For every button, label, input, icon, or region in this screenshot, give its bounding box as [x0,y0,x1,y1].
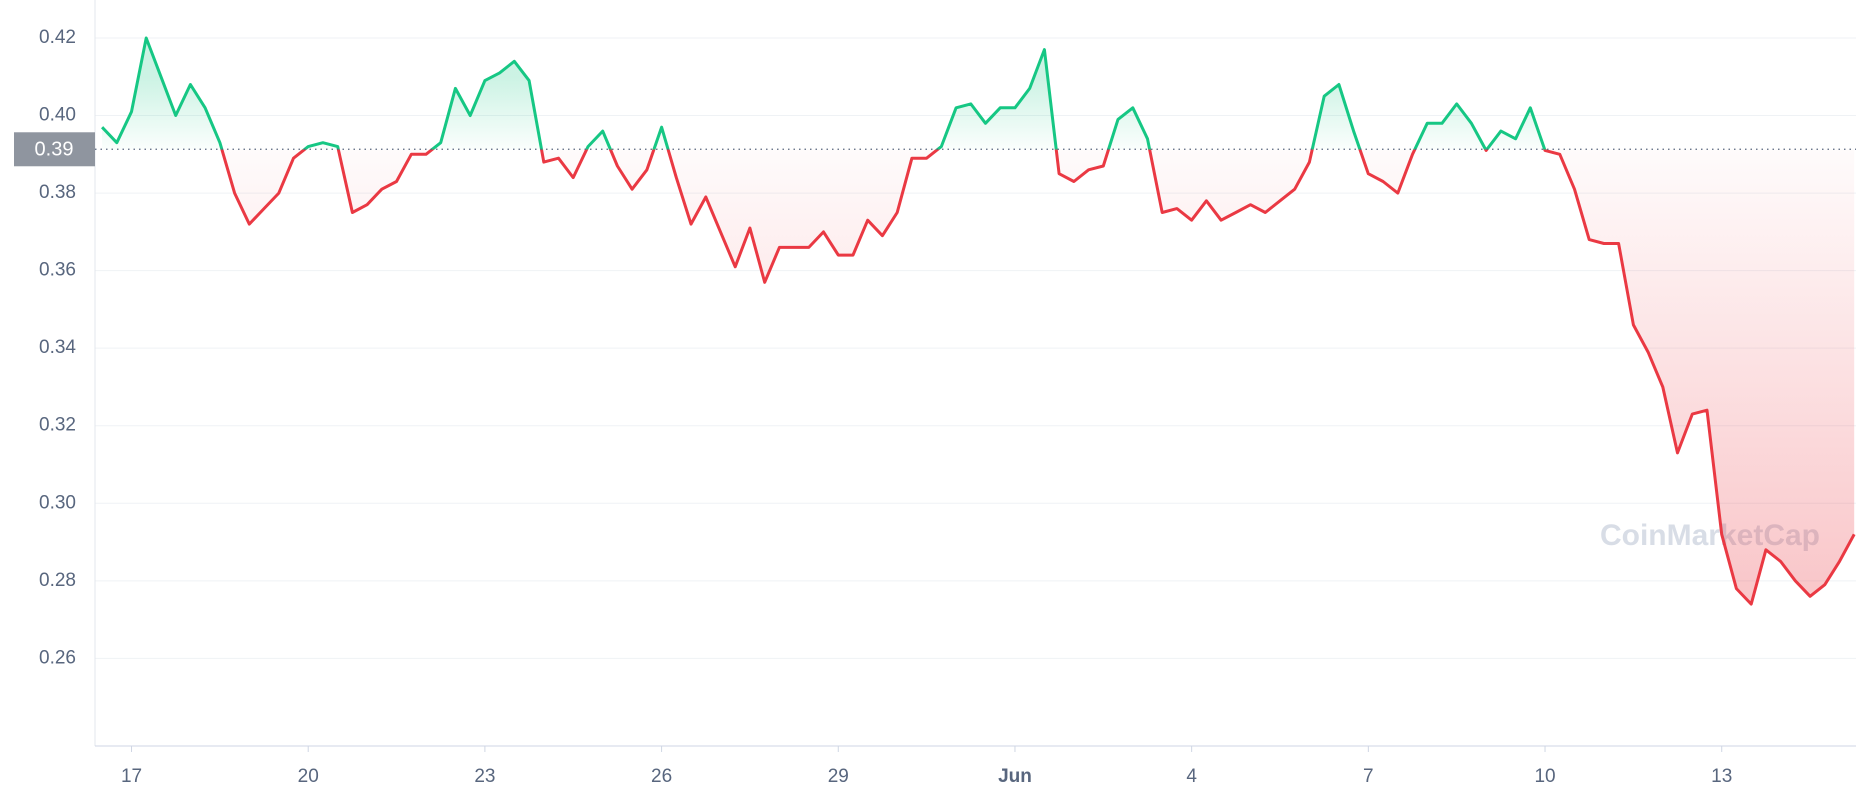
y-tick-label: 0.34 [39,337,76,358]
baseline-label-box [14,132,95,167]
x-tick-label: 4 [1186,766,1197,787]
baseline-label: 0.39 [35,139,74,161]
y-tick-label: 0.26 [39,647,76,668]
x-tick-label: 29 [828,766,849,787]
price-area [102,38,1855,605]
x-tick-label: 23 [474,766,495,787]
x-tick-label: 20 [298,766,319,787]
y-tick-label: 0.36 [39,260,76,281]
x-tick-label: 7 [1363,766,1374,787]
x-tick-label: 26 [651,766,672,787]
x-tick-label: 13 [1711,766,1732,787]
price-line [101,36,1856,606]
x-tick-label: 10 [1534,766,1555,787]
x-tick-label: Jun [998,766,1032,787]
y-tick-label: 0.42 [39,27,76,48]
y-tick-label: 0.28 [39,570,76,591]
y-tick-label: 0.40 [39,105,76,126]
y-tick-label: 0.30 [39,492,76,513]
x-tick-label: 17 [121,766,142,787]
y-tick-label: 0.32 [39,415,76,436]
y-tick-label: 0.38 [39,182,76,203]
